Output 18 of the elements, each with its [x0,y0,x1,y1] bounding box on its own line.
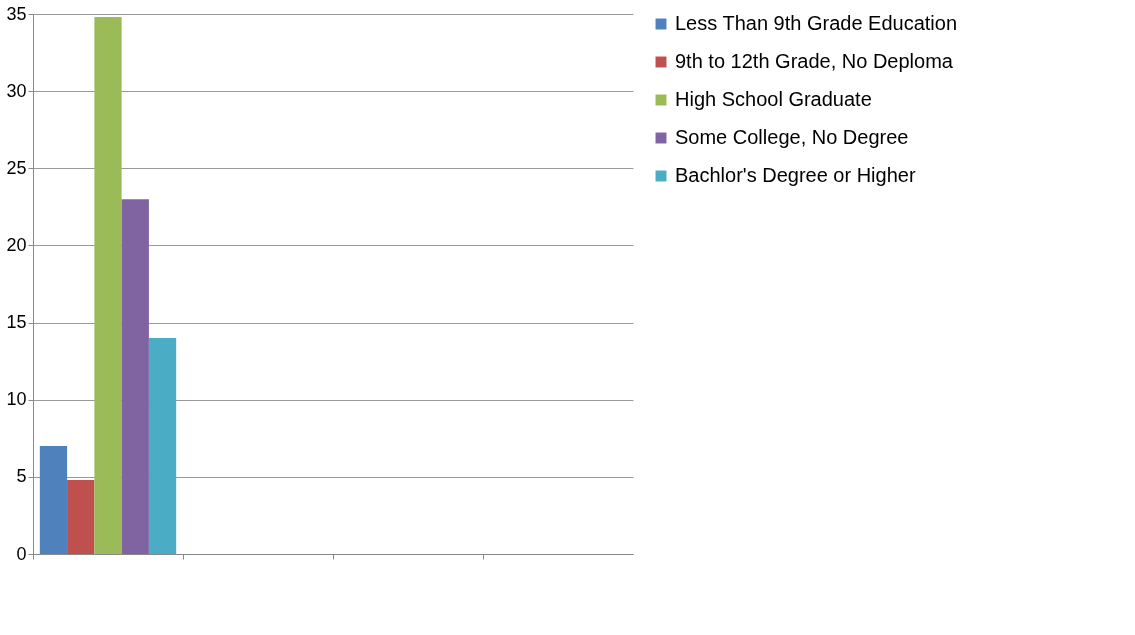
y-tick-label: 10 [6,389,27,410]
legend-label: Bachlor's Degree or Higher [675,164,916,186]
legend-label: Some College, No Degree [675,126,909,148]
legend-label: High School Graduate [675,88,872,110]
y-tick-label: 20 [6,234,27,255]
y-tick-label: 0 [16,543,27,564]
legend-label: Less Than 9th Grade Education [675,12,958,34]
y-tick-label: 30 [6,80,27,101]
bar [121,199,149,554]
bar [67,479,95,554]
y-tick-label: 35 [6,3,27,24]
y-tick-label: 15 [6,312,27,333]
bar [94,17,122,554]
legend-label: 9th to 12th Grade, No Deploma [675,50,954,72]
y-tick-label: 5 [16,466,27,487]
bar [148,338,177,554]
bar [39,446,68,554]
y-tick-label: 25 [6,157,27,178]
